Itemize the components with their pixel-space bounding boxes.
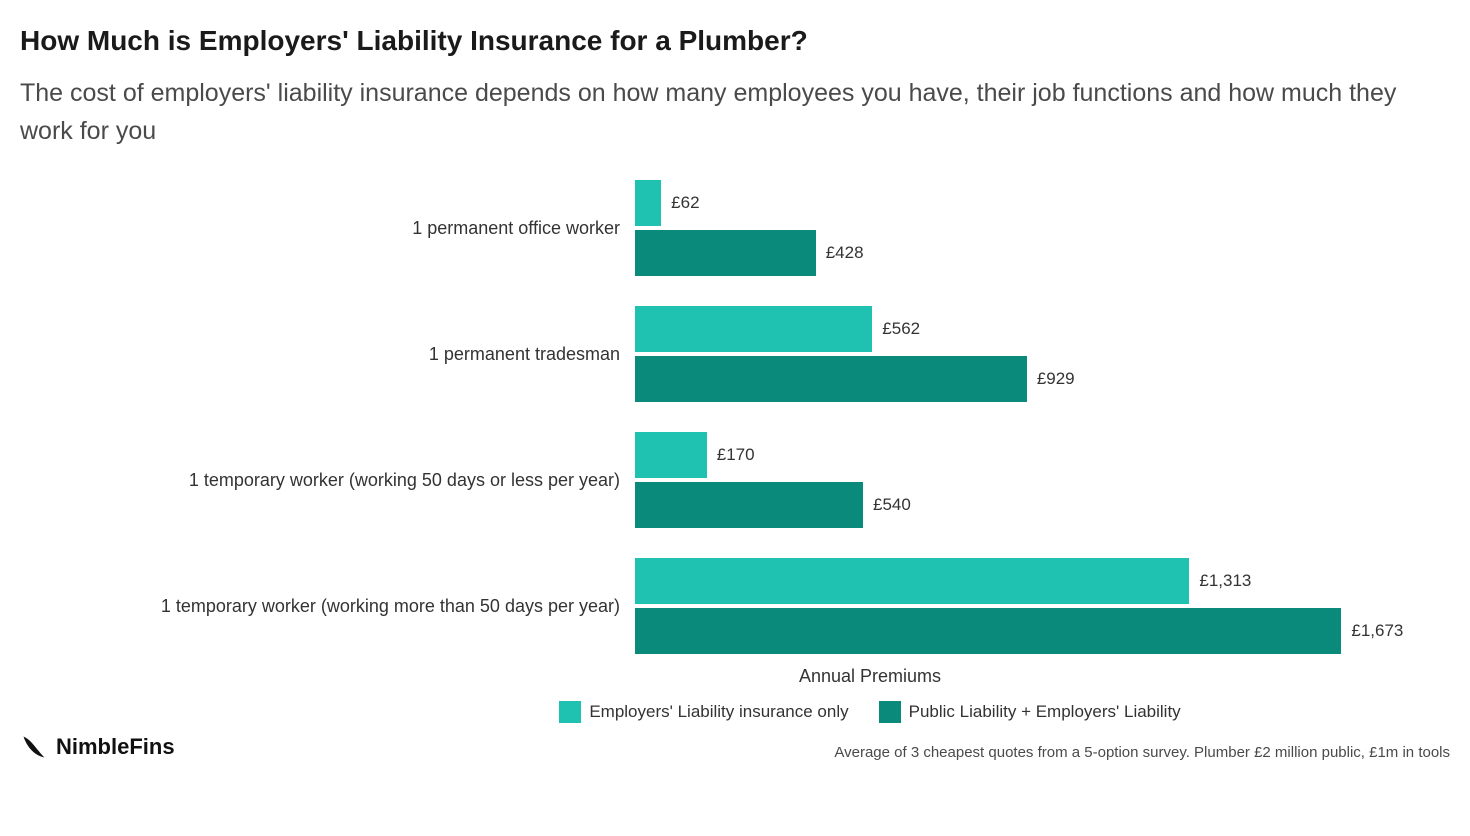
category-row: 1 permanent office worker £62 £428 xyxy=(20,180,1450,276)
bar-value-label: £170 xyxy=(717,445,755,465)
category-label: 1 permanent office worker xyxy=(20,218,635,239)
category-label: 1 permanent tradesman xyxy=(20,344,635,365)
bar xyxy=(635,180,661,226)
bar-value-label: £1,313 xyxy=(1199,571,1251,591)
bar-group: £62 £428 xyxy=(635,180,864,276)
bar-value-label: £428 xyxy=(826,243,864,263)
page-title: How Much is Employers' Liability Insuran… xyxy=(20,25,1450,57)
bar-group: £170 £540 xyxy=(635,432,911,528)
category-label: 1 temporary worker (working 50 days or l… xyxy=(20,470,635,491)
bar-row: £929 xyxy=(635,356,1075,402)
bar xyxy=(635,356,1027,402)
bar-row: £62 xyxy=(635,180,864,226)
category-row: 1 temporary worker (working more than 50… xyxy=(20,558,1450,654)
legend-item: Public Liability + Employers' Liability xyxy=(879,701,1181,723)
category-label: 1 temporary worker (working more than 50… xyxy=(20,596,635,617)
legend-swatch xyxy=(559,701,581,723)
bar-value-label: £562 xyxy=(882,319,920,339)
category-row: 1 permanent tradesman £562 £929 xyxy=(20,306,1450,402)
category-row: 1 temporary worker (working 50 days or l… xyxy=(20,432,1450,528)
bar-value-label: £929 xyxy=(1037,369,1075,389)
bar xyxy=(635,482,863,528)
bar xyxy=(635,432,707,478)
bar xyxy=(635,306,872,352)
bar-row: £1,673 xyxy=(635,608,1403,654)
bar-group: £1,313 £1,673 xyxy=(635,558,1403,654)
bar xyxy=(635,558,1189,604)
legend-label: Public Liability + Employers' Liability xyxy=(909,702,1181,722)
nimblefins-icon xyxy=(20,733,48,761)
page-subtitle: The cost of employers' liability insuran… xyxy=(20,75,1450,150)
bar-value-label: £62 xyxy=(671,193,699,213)
brand-logo: NimbleFins xyxy=(20,733,175,761)
legend-item: Employers' Liability insurance only xyxy=(559,701,848,723)
brand-name: NimbleFins xyxy=(56,734,175,760)
bar-row: £428 xyxy=(635,230,864,276)
legend: Employers' Liability insurance only Publi… xyxy=(290,701,1450,723)
bar xyxy=(635,230,816,276)
bar-row: £562 xyxy=(635,306,1075,352)
bar-value-label: £1,673 xyxy=(1351,621,1403,641)
bar-value-label: £540 xyxy=(873,495,911,515)
bar-row: £1,313 xyxy=(635,558,1403,604)
bar-chart: 1 permanent office worker£62£4281 perman… xyxy=(20,180,1450,654)
legend-label: Employers' Liability insurance only xyxy=(589,702,848,722)
bar xyxy=(635,608,1341,654)
bar-group: £562 £929 xyxy=(635,306,1075,402)
legend-swatch xyxy=(879,701,901,723)
chart-footnote: Average of 3 cheapest quotes from a 5-op… xyxy=(834,744,1450,761)
bar-row: £170 xyxy=(635,432,911,478)
bar-row: £540 xyxy=(635,482,911,528)
x-axis-label: Annual Premiums xyxy=(290,666,1450,687)
